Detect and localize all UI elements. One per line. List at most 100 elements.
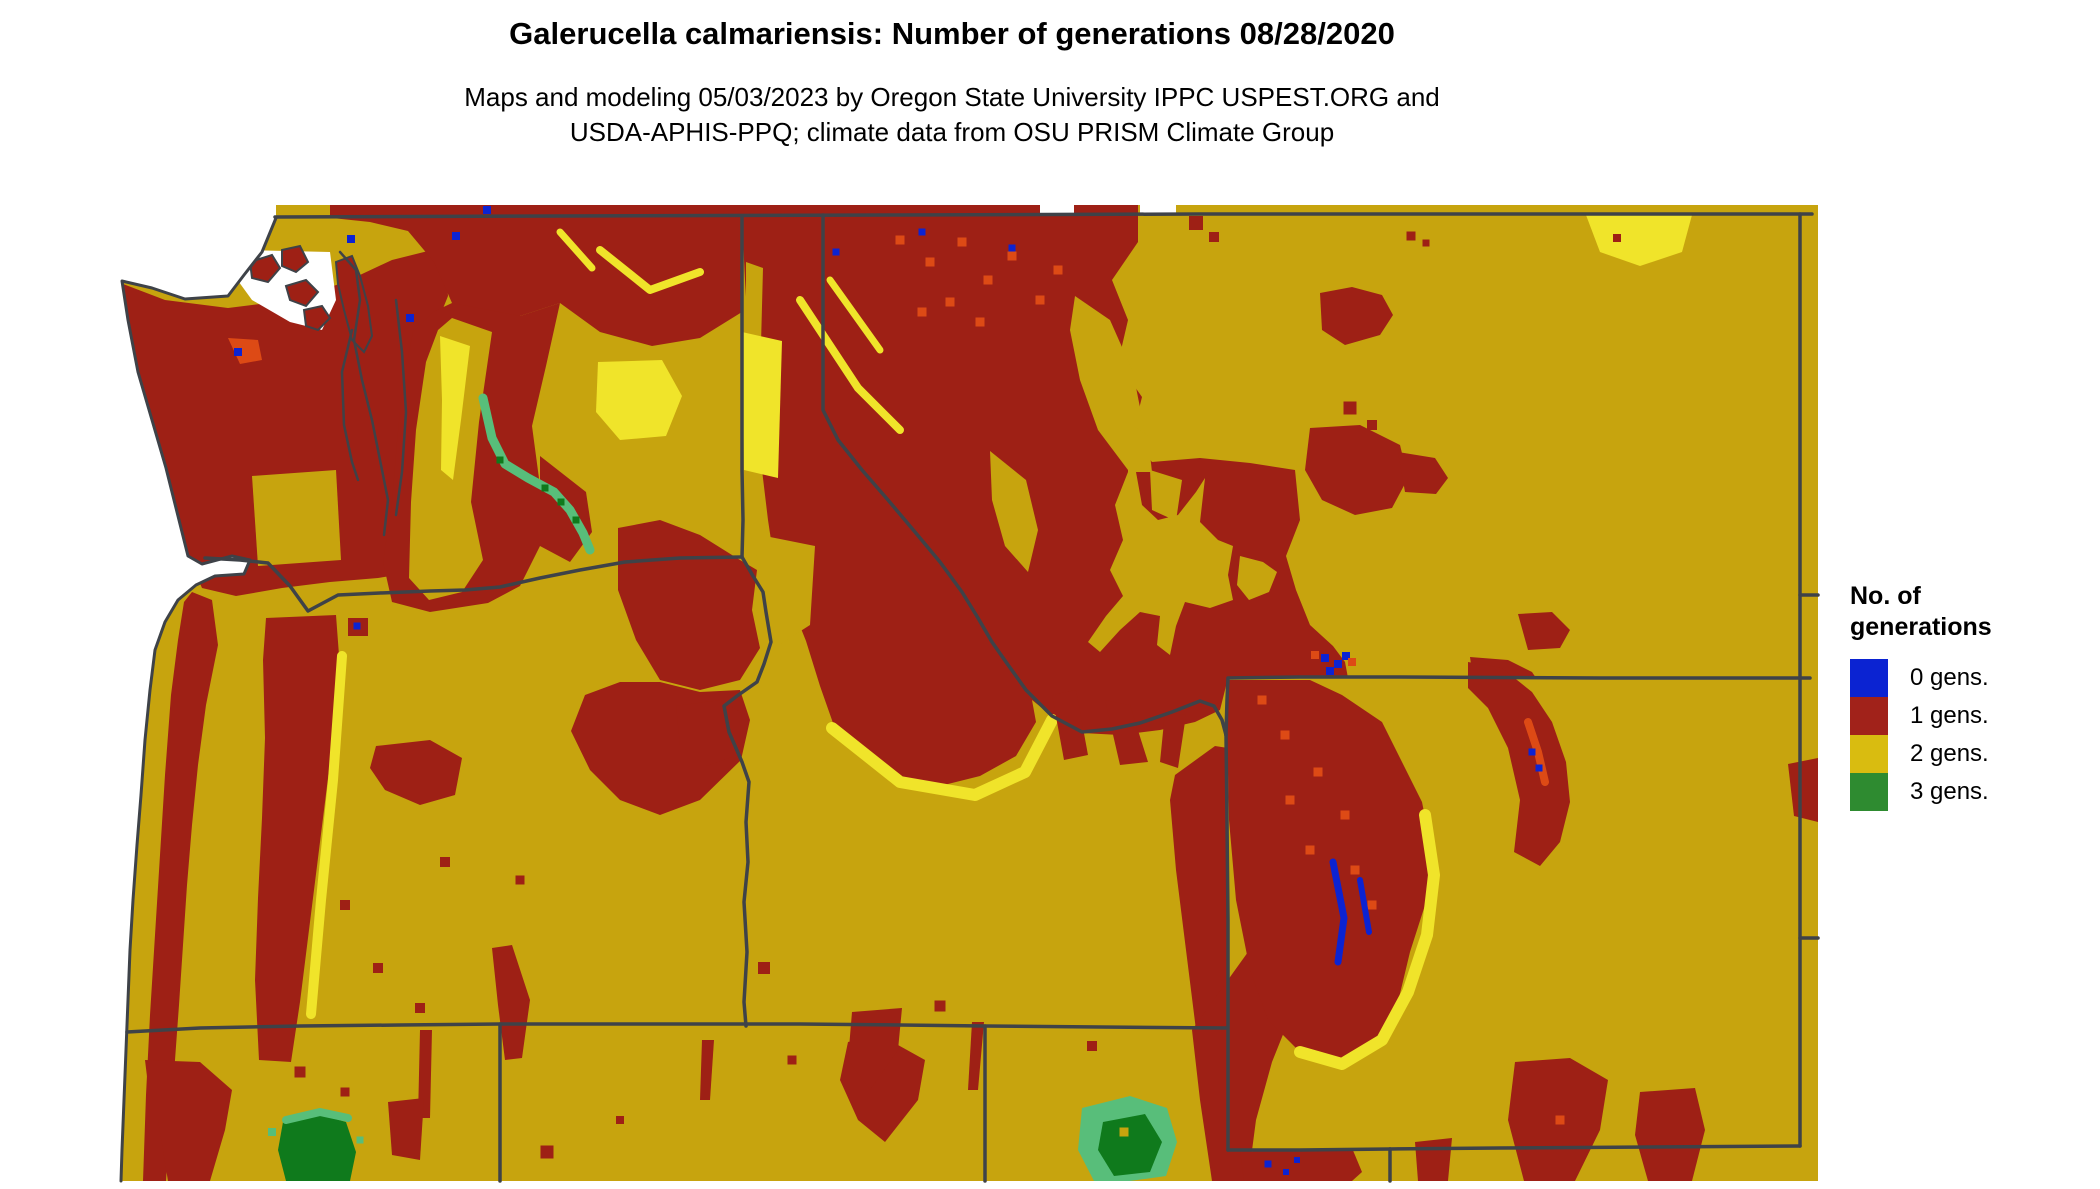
nwmt-blue-dot xyxy=(918,228,926,236)
top-strip-gap2 xyxy=(1140,205,1176,215)
legend-title-line-2: generations xyxy=(1850,613,1992,641)
coastline xyxy=(119,216,278,1183)
nwmt-orange-dot xyxy=(945,297,955,307)
or-cascades-red xyxy=(255,615,341,1062)
bighorns-blue-dot xyxy=(1528,748,1536,756)
legend-swatch-0 xyxy=(1850,659,1888,697)
shasta-dgreen xyxy=(278,1114,356,1181)
border-id-mt xyxy=(821,213,1228,737)
or-red-dot xyxy=(415,1003,425,1013)
panhandle-vein1 xyxy=(796,296,904,434)
nwmt-orange-dot xyxy=(975,317,985,327)
judith-red-dot xyxy=(1343,401,1357,415)
wy-orange-dot xyxy=(1257,695,1267,705)
sawtooth-fringe-yellow xyxy=(826,714,1058,801)
wy-south-red xyxy=(1415,1138,1452,1181)
wa-blue-dot xyxy=(406,314,414,322)
walla-blue-mtn-red xyxy=(618,520,760,690)
missoula-valley-gold xyxy=(990,451,1038,572)
map-subtitle: Maps and modeling 05/03/2023 by Oregon S… xyxy=(0,80,1904,150)
legend-item-0: 0 gens. xyxy=(1850,659,2096,697)
san-juan-island xyxy=(248,253,282,284)
swmt-valley-gold xyxy=(1088,422,1233,655)
lost-river-red xyxy=(1105,700,1148,765)
nwmt-orange-dot xyxy=(925,257,935,267)
whidbey-island xyxy=(334,254,374,354)
hood-canal xyxy=(340,328,360,482)
black-hills-red xyxy=(1788,758,1818,822)
puget-lowland-yellow xyxy=(440,336,470,480)
wa-blue-dot xyxy=(483,206,491,214)
map-title: Galerucella calmariensis: Number of gene… xyxy=(509,16,1395,51)
sid-streak-red xyxy=(968,1022,984,1090)
wy-orange-dot xyxy=(1367,900,1377,910)
klamath-red xyxy=(145,1060,232,1181)
n-rockies-red xyxy=(742,218,1348,786)
legend-label-2: 2 gens. xyxy=(1910,740,1989,767)
beartooth-blue-dot xyxy=(1321,654,1329,662)
wind-river-blue xyxy=(1357,877,1372,935)
uinta-red xyxy=(1240,1148,1362,1181)
wy-orange-dot xyxy=(1280,730,1290,740)
border-42nd-parallel xyxy=(125,1022,1228,1034)
nwmt-orange-dot xyxy=(957,237,967,247)
mt-border-red-dot xyxy=(1209,232,1219,242)
north-wa-red xyxy=(332,218,742,346)
salt-lake-dgreen xyxy=(1098,1114,1162,1176)
wy-orange-dot xyxy=(1340,810,1350,820)
beartooth-orange-dot xyxy=(1311,651,1319,659)
madison-valley-gold xyxy=(1237,556,1277,600)
or-red-dot xyxy=(515,875,525,885)
olympic-orange xyxy=(228,338,262,364)
puget-east-shore xyxy=(394,298,408,517)
columbia-river-green xyxy=(478,393,595,555)
okanogan-vein2 xyxy=(556,228,596,272)
ocean xyxy=(110,195,276,1181)
border-canada xyxy=(273,212,1814,219)
snowies-red xyxy=(1398,452,1448,494)
ca-red xyxy=(388,1098,424,1160)
shasta-lgreen-dot xyxy=(356,1136,364,1144)
border-wy-west xyxy=(1224,733,1230,1152)
salt-lake-gold-hole xyxy=(1119,1127,1129,1137)
lost-river-red xyxy=(1160,712,1186,768)
wa-blue-dot xyxy=(347,235,355,243)
shasta-lgreen-fringe xyxy=(282,1108,352,1124)
pryor-red xyxy=(1518,612,1570,650)
nwmt-blue-dot xyxy=(832,248,840,256)
top-strip-gap1 xyxy=(1040,205,1074,215)
beartooth-orange-dot xyxy=(1348,658,1356,666)
mt-border-red-dot xyxy=(1189,216,1203,230)
border-ut-wy xyxy=(1226,1147,1392,1152)
legend-label-3: 3 gens. xyxy=(1910,778,1989,805)
wy-south-red xyxy=(1635,1088,1705,1181)
sid-streak-red xyxy=(418,1030,432,1118)
olympic-blue-dot xyxy=(234,348,242,356)
beartooth-blue-dot xyxy=(1334,660,1342,668)
puget-shore xyxy=(338,250,390,537)
helena-valley-gold xyxy=(1150,470,1182,521)
nwmt-orange-dot xyxy=(1007,251,1017,261)
shasta-lgreen-dot xyxy=(268,1128,276,1136)
wind-river-blue xyxy=(1329,858,1348,966)
bears-paw-red xyxy=(1320,287,1393,345)
wy-west-fringe xyxy=(1294,809,1440,1070)
border-wa-id xyxy=(740,215,745,559)
wa-blue-dot xyxy=(452,232,460,240)
bighorns-orange xyxy=(1524,718,1549,786)
border-wa-or xyxy=(203,555,744,613)
legend-swatch-1 xyxy=(1850,697,1888,735)
river-dgreen-dot xyxy=(541,484,549,492)
legend-item-2: 2 gens. xyxy=(1850,735,2096,773)
sid-red-dot xyxy=(1087,1041,1097,1051)
beartooth-blue-dot xyxy=(1326,667,1334,675)
or-red-dot xyxy=(340,900,350,910)
panhandle-vein2 xyxy=(826,276,884,354)
jarbidge-red xyxy=(848,1008,902,1090)
legend-swatch-3 xyxy=(1850,773,1888,811)
nwmt-orange-dot xyxy=(895,235,905,245)
okanogan-vein1 xyxy=(596,246,704,294)
legend-label-1: 1 gens. xyxy=(1910,702,1989,729)
nv-red-dot xyxy=(616,1116,624,1124)
little-belt-red xyxy=(1305,425,1408,515)
